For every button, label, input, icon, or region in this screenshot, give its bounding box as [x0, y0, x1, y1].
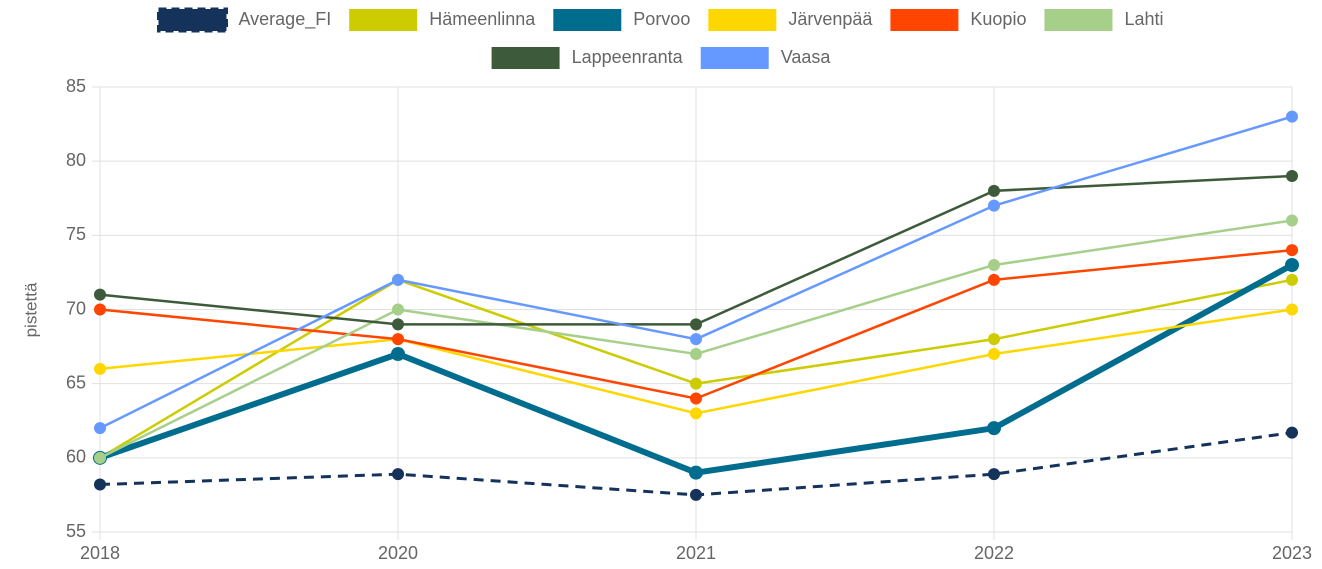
legend-label: Porvoo: [633, 9, 690, 29]
data-point: [94, 422, 106, 435]
legend-label: Kuopio: [970, 9, 1026, 29]
legend-swatch: [156, 7, 228, 33]
data-point: [690, 333, 702, 346]
x-tick-label: 2023: [1272, 543, 1312, 563]
data-point: [1286, 426, 1298, 439]
legend-item: Hämeenlinna: [349, 9, 536, 31]
data-point: [1286, 110, 1298, 123]
legend-item: Järvenpää: [708, 9, 873, 31]
data-point: [690, 348, 702, 360]
legend-item: Porvoo: [553, 9, 690, 31]
data-point: [392, 303, 404, 316]
data-point: [1286, 303, 1298, 316]
legend-label: Vaasa: [781, 47, 832, 67]
data-point: [988, 468, 1000, 481]
data-point: [988, 259, 1000, 271]
legend-label: Hämeenlinna: [429, 9, 536, 29]
data-point: [1286, 244, 1298, 257]
data-point: [988, 348, 1000, 360]
y-tick-label: 70: [66, 298, 86, 318]
x-tick-label: 2020: [378, 543, 418, 563]
legend-swatch: [700, 47, 769, 69]
data-point: [94, 288, 106, 301]
data-point: [987, 421, 1001, 436]
legend-item: Average_FI: [156, 7, 331, 33]
legend-label: Järvenpää: [788, 9, 873, 29]
data-point: [1286, 170, 1298, 182]
data-point: [391, 347, 405, 361]
legend-swatch: [708, 9, 777, 31]
y-tick-label: 80: [66, 150, 86, 170]
legend-item: Lahti: [1044, 9, 1164, 31]
data-point: [94, 362, 106, 375]
data-point: [988, 273, 1000, 286]
legend-label: Lappeenranta: [572, 47, 684, 67]
x-tick-label: 2021: [676, 543, 716, 563]
data-point: [1286, 273, 1298, 286]
x-tick-label: 2018: [80, 543, 120, 563]
data-point: [689, 465, 703, 480]
data-point: [94, 451, 106, 464]
data-point: [988, 199, 1000, 212]
legend-swatch: [491, 47, 560, 69]
data-point: [690, 407, 702, 420]
y-tick-label: 55: [66, 521, 86, 541]
legend-label: Lahti: [1124, 9, 1163, 29]
data-point: [690, 488, 702, 501]
legend-swatch: [890, 9, 959, 31]
data-point: [392, 468, 404, 481]
data-point: [690, 392, 702, 405]
y-axis-label: pistettä: [21, 282, 40, 337]
data-point: [690, 318, 702, 331]
y-tick-label: 65: [66, 372, 86, 392]
data-point: [690, 377, 702, 390]
data-point: [988, 333, 1000, 346]
data-point: [392, 333, 404, 346]
data-point: [94, 303, 106, 316]
data-point: [392, 273, 404, 286]
y-tick-label: 85: [66, 76, 86, 96]
legend-item: Lappeenranta: [491, 47, 684, 69]
legend-swatch: [1044, 9, 1113, 31]
data-point: [1285, 258, 1299, 272]
legend-swatch: [349, 9, 418, 31]
data-point: [392, 318, 404, 331]
data-point: [1286, 214, 1298, 227]
x-tick-label: 2022: [974, 543, 1014, 563]
legend-item: Vaasa: [700, 47, 832, 69]
legend-label: Average_FI: [238, 9, 331, 30]
data-point: [94, 478, 106, 491]
legend-item: Kuopio: [890, 9, 1026, 31]
y-tick-label: 60: [66, 447, 86, 467]
data-point: [988, 184, 1000, 197]
y-tick-label: 75: [66, 224, 86, 244]
legend-swatch: [553, 9, 622, 31]
